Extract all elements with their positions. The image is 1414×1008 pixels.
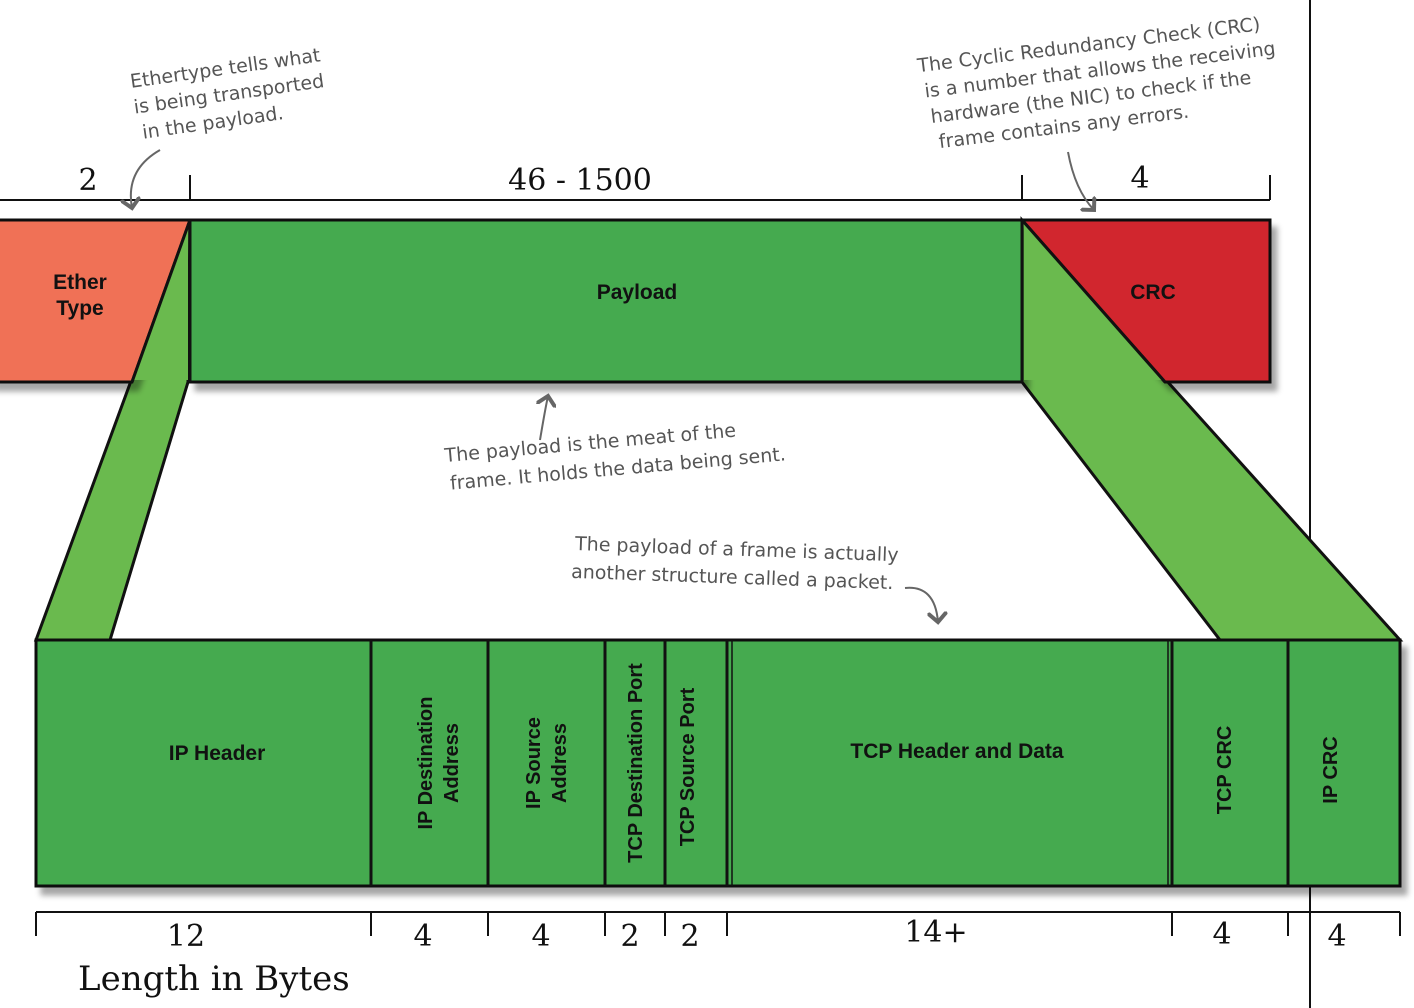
ethertype-annotation: Ethertype tells what is being transporte… (129, 44, 326, 143)
top-dimension-line (0, 175, 1271, 201)
ip-destination-label-line1: IP Destination (415, 697, 437, 830)
ip-header-size: 12 (167, 919, 205, 954)
ethertype-label-line2: Type (56, 297, 103, 320)
payload-annotation: The payload is the meat of the frame. It… (443, 420, 787, 495)
crc-annotation: The Cyclic Redundancy Check (CRC) is a n… (915, 13, 1277, 153)
crc-size: 4 (1130, 161, 1149, 196)
tcp-header-data-label: TCP Header and Data (850, 740, 1063, 763)
ip-source-label-line2: Address (549, 723, 571, 803)
payload-label: Payload (597, 281, 678, 304)
tcp-destination-port-size: 2 (620, 919, 639, 954)
ip-header-label: IP Header (169, 742, 266, 765)
ethertype-label-line1: Ether (53, 271, 107, 294)
ip-destination-size: 4 (413, 919, 432, 954)
ip-source-size: 4 (531, 919, 550, 954)
payload-size: 46 - 1500 (508, 163, 652, 198)
tcp-source-port-size: 2 (680, 919, 699, 954)
packet-annotation-arrow (904, 586, 938, 622)
tcp-crc-label: TCP CRC (1214, 726, 1236, 815)
svg-text:The payload of a frame is actu: The payload of a frame is actually (574, 533, 899, 566)
tcp-source-port-label: TCP Source Port (677, 687, 699, 846)
packet-annotation: The payload of a frame is actually anoth… (571, 533, 899, 594)
payload-annotation-arrow (540, 396, 548, 441)
tcp-crc-size: 4 (1212, 917, 1231, 952)
ip-crc-size: 4 (1327, 919, 1346, 954)
ip-destination-label-line2: Address (441, 723, 463, 803)
crc-annotation-arrow (1067, 151, 1094, 210)
ip-source-label-line1: IP Source (523, 717, 545, 809)
crc-label: CRC (1130, 281, 1176, 304)
ip-crc-label: IP CRC (1320, 736, 1342, 803)
ethertype-size: 2 (78, 163, 97, 198)
svg-text:another structure called a pac: another structure called a packet. (571, 561, 894, 594)
payload-block (188, 218, 1024, 384)
packet-dividers (369, 640, 1290, 886)
axis-title: Length in Bytes (78, 959, 350, 999)
tcp-destination-port-label: TCP Destination Port (625, 663, 647, 863)
bottom-dimension-line (35, 911, 1401, 936)
tcp-header-data-size: 14+ (904, 915, 967, 950)
ethertype-annotation-arrow (131, 149, 161, 208)
